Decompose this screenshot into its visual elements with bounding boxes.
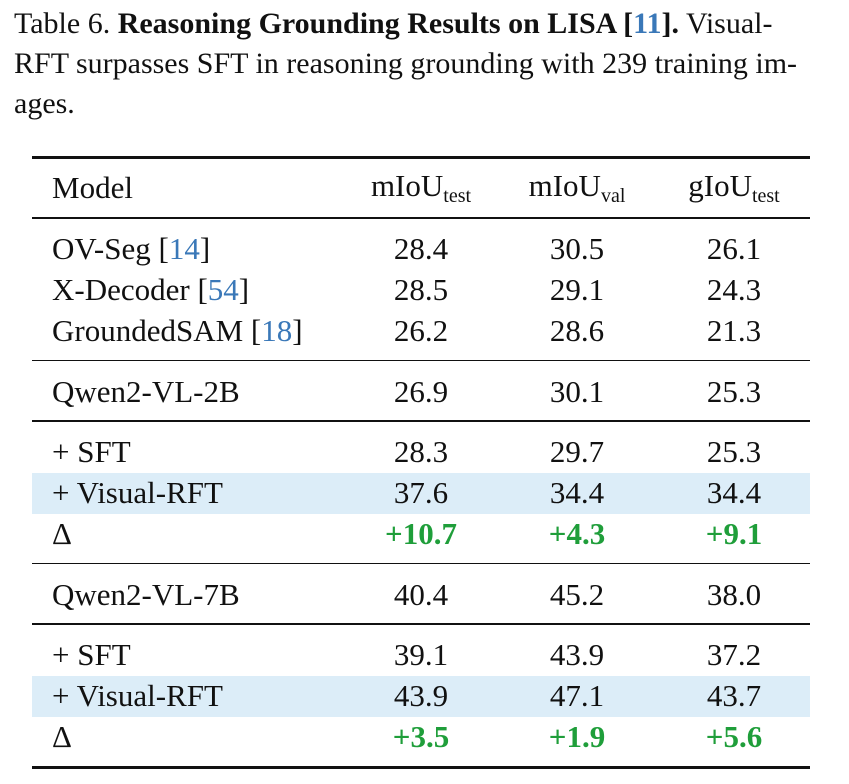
delta-symbol: Δ: [52, 516, 72, 551]
results-table: Model mIoUtest mIoUval gIoUtest OV-Seg […: [32, 156, 810, 769]
delta-miou-test: +10.7: [385, 516, 457, 551]
cell-giou-test: 25.3: [706, 373, 762, 409]
caption-title: Reasoning Grounding Results on LISA [11]…: [117, 7, 679, 40]
cell-miou-val: 47.1: [549, 678, 605, 713]
cell-miou-val: 29.7: [549, 434, 605, 469]
table-row: X-Decoder [54] 28.5 29.1 24.3: [32, 270, 810, 311]
table-row: Qwen2-VL-2B 26.9 30.1 25.3: [32, 371, 810, 412]
section-rule: [32, 623, 810, 625]
section-rule: [32, 562, 810, 564]
citation-link[interactable]: 54: [207, 272, 239, 307]
citation-link[interactable]: 18: [261, 313, 293, 348]
model-name: + Visual-RFT: [52, 678, 223, 713]
cell-giou-test: 21.3: [706, 313, 762, 348]
model-name: X-Decoder [54]: [52, 272, 250, 307]
citation-link[interactable]: 14: [168, 231, 200, 266]
top-rule: [32, 156, 810, 159]
cell-miou-test: 37.6: [393, 475, 449, 510]
cell-miou-val: 30.5: [549, 231, 605, 266]
model-name: OV-Seg [14]: [52, 231, 211, 266]
delta-row: Δ +3.5 +1.9 +5.6: [32, 717, 810, 758]
model-name: + SFT: [52, 434, 131, 469]
model-name: GroundedSAM [18]: [52, 313, 303, 348]
highlighted-row: + Visual-RFT 43.9 47.1 43.7: [32, 675, 810, 717]
table-row: GroundedSAM [18] 26.2 28.6 21.3: [32, 311, 810, 352]
header-miou-val: mIoUval: [528, 168, 626, 207]
table-row: + SFT 39.1 43.9 37.2: [32, 635, 810, 676]
cell-miou-test: 39.1: [393, 637, 449, 672]
table-caption: Table 6. Reasoning Grounding Results on …: [14, 4, 836, 124]
header-rule: [32, 217, 810, 219]
model-name: + SFT: [52, 637, 131, 672]
cell-miou-test: 26.9: [393, 373, 449, 409]
caption-citation-link[interactable]: 11: [633, 7, 662, 40]
bottom-rule: [32, 765, 810, 769]
cell-giou-test: 24.3: [706, 272, 762, 307]
cell-miou-val: 28.6: [549, 313, 605, 348]
cell-giou-test: 34.4: [706, 475, 762, 510]
highlighted-row: + Visual-RFT 37.6 34.4 34.4: [32, 472, 810, 514]
header-row: Model mIoUtest mIoUval gIoUtest: [32, 159, 810, 217]
cell-giou-test: 43.7: [706, 678, 762, 713]
delta-symbol: Δ: [52, 719, 72, 754]
section-rule: [32, 420, 810, 422]
caption-text-3: ages.: [14, 87, 75, 120]
cell-miou-test: 28.5: [393, 272, 449, 307]
model-name: Qwen2-VL-2B: [52, 373, 240, 409]
cell-miou-test: 40.4: [393, 576, 449, 612]
header-miou-test: mIoUtest: [370, 168, 472, 207]
cell-giou-test: 37.2: [706, 637, 762, 672]
cell-miou-val: 45.2: [549, 576, 605, 612]
delta-miou-val: +4.3: [548, 516, 606, 551]
caption-text-2: RFT surpasses SFT in reasoning grounding…: [14, 47, 798, 80]
cell-miou-test: 26.2: [393, 313, 449, 348]
cell-miou-test: 28.3: [393, 434, 449, 469]
cell-miou-val: 34.4: [549, 475, 605, 510]
cell-miou-val: 29.1: [549, 272, 605, 307]
cell-miou-test: 43.9: [393, 678, 449, 713]
delta-giou-test: +9.1: [705, 516, 763, 551]
cell-giou-test: 38.0: [706, 576, 762, 612]
cell-miou-test: 28.4: [393, 231, 449, 266]
section-rule: [32, 359, 810, 361]
table-row: Qwen2-VL-7B 40.4 45.2 38.0: [32, 574, 810, 615]
caption-label: Table 6.: [14, 7, 111, 40]
cell-miou-val: 30.1: [549, 373, 605, 409]
delta-miou-test: +3.5: [392, 719, 450, 754]
caption-text-1: Visual-: [685, 7, 773, 40]
model-name: + Visual-RFT: [52, 475, 223, 510]
model-name: Qwen2-VL-7B: [52, 576, 240, 612]
delta-row: Δ +10.7 +4.3 +9.1: [32, 514, 810, 555]
delta-giou-test: +5.6: [705, 719, 763, 754]
table-row: + SFT 28.3 29.7 25.3: [32, 432, 810, 473]
header-model: Model: [52, 170, 133, 205]
cell-miou-val: 43.9: [549, 637, 605, 672]
cell-giou-test: 25.3: [706, 434, 762, 469]
cell-giou-test: 26.1: [706, 231, 762, 266]
delta-miou-val: +1.9: [548, 719, 606, 754]
header-giou-test: gIoUtest: [688, 168, 780, 207]
table-row: OV-Seg [14] 28.4 30.5 26.1: [32, 229, 810, 270]
